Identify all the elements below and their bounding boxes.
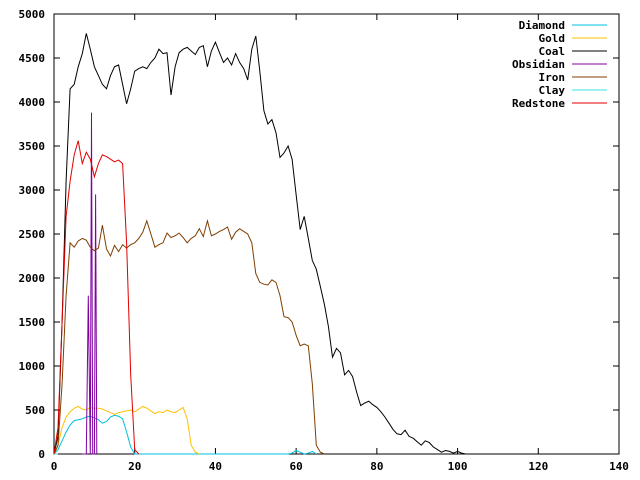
y-tick-label: 1000 xyxy=(19,360,46,373)
legend-label-iron: Iron xyxy=(539,71,566,84)
series-line-gold xyxy=(53,405,200,455)
legend-label-gold: Gold xyxy=(539,32,566,45)
series-line-diamond xyxy=(53,414,317,455)
x-tick-label: 80 xyxy=(370,460,383,473)
series-lines xyxy=(53,33,466,455)
y-tick-label: 4500 xyxy=(19,52,46,65)
x-tick-label: 60 xyxy=(290,460,303,473)
x-tick-label: 120 xyxy=(528,460,548,473)
series-line-redstone xyxy=(53,140,140,455)
y-tick-label: 3000 xyxy=(19,184,46,197)
x-tick-label: 20 xyxy=(128,460,141,473)
legend-label-diamond: Diamond xyxy=(519,19,565,32)
legend-label-redstone: Redstone xyxy=(512,97,565,110)
series-line-iron xyxy=(53,218,325,455)
x-tick-label: 140 xyxy=(609,460,629,473)
x-tick-label: 0 xyxy=(51,460,58,473)
y-tick-label: 4000 xyxy=(19,96,46,109)
series-line-coal xyxy=(53,33,466,455)
x-tick-label: 40 xyxy=(209,460,222,473)
y-tick-label: 3500 xyxy=(19,140,46,153)
y-tick-label: 5000 xyxy=(19,8,46,21)
y-tick-label: 2500 xyxy=(19,228,46,241)
series-line-obsidian xyxy=(82,112,98,455)
legend-label-coal: Coal xyxy=(539,45,566,58)
y-tick-label: 1500 xyxy=(19,316,46,329)
legend-label-clay: Clay xyxy=(539,84,566,97)
y-tick-label: 0 xyxy=(38,448,45,461)
plot-frame xyxy=(53,13,620,455)
y-tick-label: 500 xyxy=(25,404,45,417)
y-tick-label: 2000 xyxy=(19,272,46,285)
legend-label-obsidian: Obsidian xyxy=(512,58,565,71)
axis-ticks: 0 20 40 60 80 100 120 140 0 500 1000 1500 2000 2500 30… xyxy=(19,8,629,473)
x-tick-label: 100 xyxy=(448,460,468,473)
